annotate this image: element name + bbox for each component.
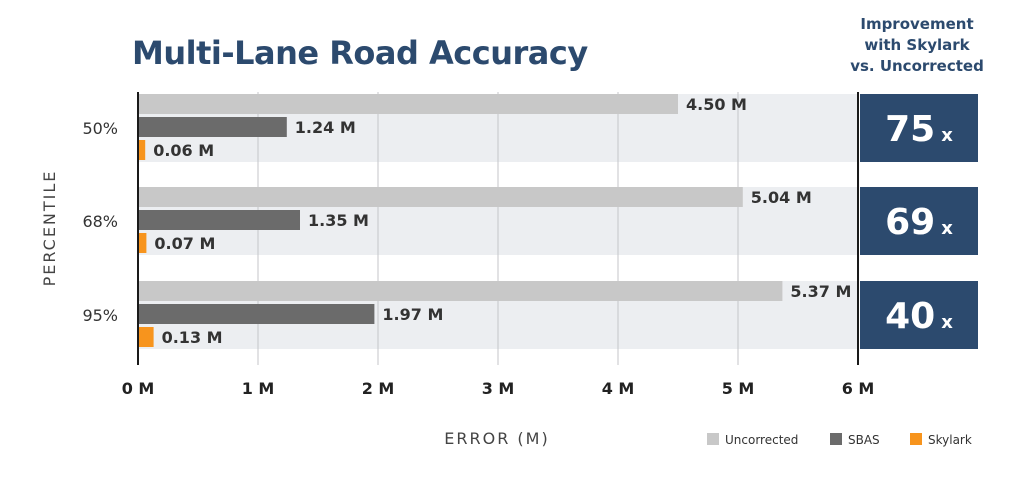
data-label-skylark-1: 0.06 M (153, 141, 214, 160)
legend-label-sbas: SBAS (848, 433, 880, 447)
x-tick-label-6: 6 M (842, 379, 875, 398)
chart-title: Multi-Lane Road Accuracy (132, 34, 588, 72)
data-label-sbas-1: 1.24 M (295, 118, 356, 137)
data-label-sbas-3: 1.97 M (382, 305, 443, 324)
data-label-uncorrected-2: 5.04 M (751, 188, 812, 207)
data-label-uncorrected-3: 5.37 M (790, 282, 851, 301)
x-axis-title: ERROR (M) (444, 429, 549, 448)
improvement-suffix-2: x (941, 218, 953, 239)
bar-sbas-1 (138, 117, 287, 137)
y-axis-title: PERCENTILE (40, 170, 59, 287)
improvement-box-3 (860, 281, 978, 349)
improvement-title-line-2: with Skylark (864, 36, 970, 54)
x-tick-label-4: 4 M (602, 379, 635, 398)
category-label-3: 95% (82, 306, 118, 325)
legend-swatch-skylark (910, 433, 922, 445)
improvement-title-line-3: vs. Uncorrected (850, 57, 984, 75)
improvement-suffix-1: x (941, 125, 953, 146)
bar-skylark-3 (138, 327, 154, 347)
legend-label-uncorrected: Uncorrected (725, 433, 798, 447)
x-tick-label-5: 5 M (722, 379, 755, 398)
data-label-skylark-2: 0.07 M (154, 234, 215, 253)
x-tick-label-3: 3 M (482, 379, 515, 398)
improvement-suffix-3: x (941, 312, 953, 333)
legend-swatch-sbas (830, 433, 842, 445)
bar-uncorrected-2 (138, 187, 743, 207)
improvement-box-1 (860, 94, 978, 162)
x-tick-label-1: 1 M (242, 379, 275, 398)
data-label-skylark-3: 0.13 M (162, 328, 223, 347)
bar-skylark-1 (138, 140, 146, 160)
legend-swatch-uncorrected (707, 433, 719, 445)
bar-uncorrected-1 (138, 94, 678, 114)
data-label-uncorrected-1: 4.50 M (686, 95, 747, 114)
bar-skylark-2 (138, 233, 147, 253)
data-label-sbas-2: 1.35 M (308, 211, 369, 230)
legend-label-skylark: Skylark (928, 433, 972, 447)
category-label-2: 68% (82, 212, 118, 231)
x-tick-label-2: 2 M (362, 379, 395, 398)
category-label-1: 50% (82, 119, 118, 138)
improvement-title: Improvement with Skylark vs. Uncorrected (828, 14, 1006, 77)
bar-sbas-2 (138, 210, 300, 230)
improvement-box-2 (860, 187, 978, 255)
improvement-title-line-1: Improvement (860, 15, 974, 33)
bar-uncorrected-3 (138, 281, 783, 301)
x-tick-label-0: 0 M (122, 379, 155, 398)
bar-sbas-3 (138, 304, 375, 324)
